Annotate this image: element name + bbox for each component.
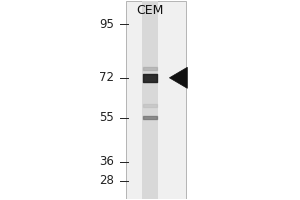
Text: 55: 55: [99, 111, 114, 124]
Bar: [142, 1, 158, 199]
Text: 28: 28: [99, 174, 114, 187]
Polygon shape: [169, 67, 187, 88]
Text: 72: 72: [99, 71, 114, 84]
Text: CEM: CEM: [136, 4, 164, 17]
Text: 95: 95: [99, 18, 114, 31]
Text: 36: 36: [99, 155, 114, 168]
Bar: [126, 1, 186, 199]
